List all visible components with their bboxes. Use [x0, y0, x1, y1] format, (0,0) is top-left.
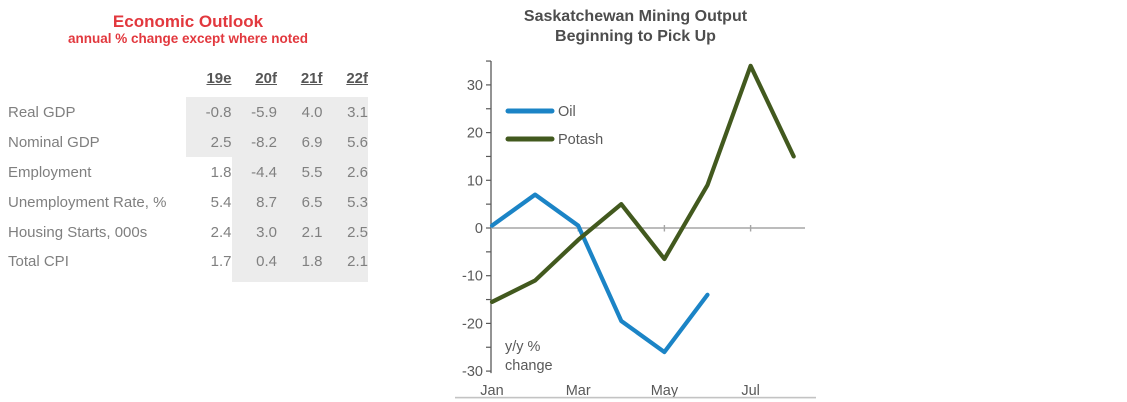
- x-axis-label: Mar: [566, 383, 591, 399]
- y-axis-label: -20: [462, 316, 483, 332]
- chart-title-line-2: Beginning to Pick Up: [555, 28, 716, 45]
- value-cell: 2.5: [186, 127, 232, 157]
- value-cell: 2.6: [322, 157, 368, 187]
- y-axis-label: -10: [462, 269, 483, 285]
- economic-outlook-panel: Economic Outlook annual % change except …: [8, 12, 368, 282]
- value-cell: 1.8: [277, 247, 323, 282]
- row-label: Total CPI: [8, 253, 69, 270]
- potash-line: [489, 63, 796, 305]
- value-cell: 4.0: [277, 97, 323, 127]
- table-subtitle: annual % change except where noted: [67, 31, 309, 46]
- row-label: Employment: [8, 163, 92, 181]
- value-cell: -5.9: [231, 97, 277, 127]
- column-header-20f: 20f: [255, 69, 277, 87]
- yoy-annotation: y/y % change: [505, 339, 553, 374]
- value-cell: 5.3: [322, 187, 368, 217]
- oil-legend-label: Oil: [558, 104, 576, 120]
- value-cell: 5.5: [277, 157, 323, 187]
- value-cell: 5.6: [322, 127, 368, 157]
- table-row-real-gdp: Real GDP -0.8 -5.9 4.0 3.1: [8, 97, 368, 127]
- value-cell: 1.8: [210, 163, 232, 181]
- value-cell: 2.4: [210, 223, 232, 241]
- mining-chart-panel: Saskatchewan Mining Output Beginning to …: [455, 0, 816, 402]
- corner-cell: [8, 59, 186, 97]
- potash-legend-label: Potash: [558, 132, 603, 148]
- table-body: Real GDP -0.8 -5.9 4.0 3.1 Nominal GDP 2…: [8, 97, 368, 282]
- table-row-total-cpi: Total CPI 1.7 0.4 1.8 2.1: [8, 247, 368, 282]
- table-row-unemployment-rate: Unemployment Rate, % 5.4 8.7 6.5 5.3: [8, 187, 368, 217]
- row-label: Housing Starts, 000s: [8, 223, 148, 241]
- table-header-row: 19e 20f 21f 22f: [8, 59, 368, 97]
- oil-line: [489, 192, 710, 355]
- chart-series: [489, 63, 796, 355]
- value-cell: 6.5: [277, 187, 323, 217]
- chart-title: Saskatchewan Mining Output Beginning to …: [455, 7, 816, 47]
- chart-axes: 30 20 10 0 -10 -20 -30 Jan Mar May Jul: [462, 60, 805, 399]
- value-cell: 3.0: [231, 217, 277, 247]
- y-axis-label: 10: [467, 173, 483, 189]
- row-label: Nominal GDP: [8, 133, 100, 151]
- value-cell: -4.4: [231, 157, 277, 187]
- column-header-19e: 19e: [206, 69, 232, 87]
- value-cell: 2.1: [322, 247, 368, 282]
- row-label: Real GDP: [8, 103, 76, 121]
- value-cell: 0.4: [231, 247, 277, 282]
- column-header-22f: 22f: [346, 69, 368, 87]
- chart-title-line-1: Saskatchewan Mining Output: [523, 8, 748, 25]
- value-cell: 2.1: [277, 217, 323, 247]
- annotation-line-2: change: [505, 358, 553, 374]
- chart-bottom-border: [455, 396, 816, 399]
- value-cell: -8.2: [231, 127, 277, 157]
- y-axis-label: 30: [467, 78, 483, 94]
- table-title: Economic Outlook: [112, 12, 264, 31]
- value-cell: 5.4: [210, 193, 232, 211]
- annotation-line-1: y/y %: [505, 339, 541, 355]
- x-axis-label: May: [651, 383, 679, 399]
- column-header-21f: 21f: [300, 69, 323, 87]
- value-cell: 1.7: [210, 253, 232, 270]
- table-row-nominal-gdp: Nominal GDP 2.5 -8.2 6.9 5.6: [8, 127, 368, 157]
- value-cell: 8.7: [231, 187, 277, 217]
- y-axis-label: -30: [462, 364, 483, 380]
- x-axis-label: Jan: [480, 383, 503, 399]
- value-cell: 2.5: [322, 217, 368, 247]
- value-cell: 6.9: [277, 127, 323, 157]
- table-row-housing-starts: Housing Starts, 000s 2.4 3.0 2.1 2.5: [8, 217, 368, 247]
- y-axis-label: 0: [475, 221, 483, 237]
- chart-legend: Oil Potash: [505, 104, 603, 148]
- mining-chart-svg: Oil Potash y/y % change 30 20 10 0 -10 -20 -30…: [455, 60, 816, 399]
- table-row-employment: Employment 1.8 -4.4 5.5 2.6: [8, 157, 368, 187]
- row-label: Unemployment Rate, %: [8, 193, 167, 211]
- y-axis-label: 20: [467, 126, 483, 142]
- x-axis-label: Jul: [741, 383, 760, 399]
- value-cell: -0.8: [186, 97, 232, 127]
- value-cell: 3.1: [322, 97, 368, 127]
- economic-outlook-table: 19e 20f 21f 22f Real GDP -0.8 -5.9 4.0 3…: [8, 59, 368, 282]
